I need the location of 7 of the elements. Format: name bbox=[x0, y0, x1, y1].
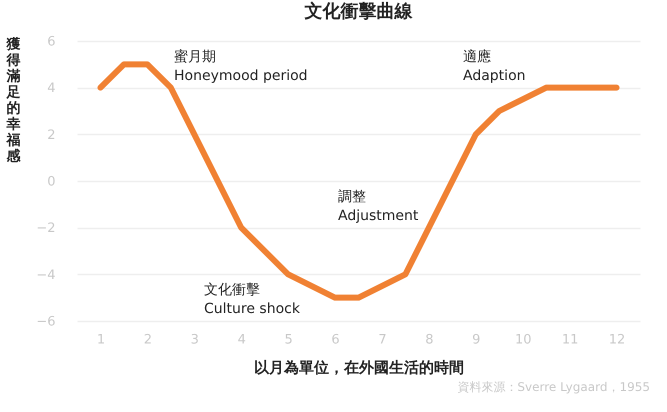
annotation: 適應 Adaption bbox=[463, 49, 526, 84]
annotation: 文化衝擊 Culture shock bbox=[204, 282, 301, 317]
x-axis-title: 以月為單位，在外國生活的時間 bbox=[254, 358, 464, 376]
annotation: 調整 Adjustment bbox=[338, 189, 419, 224]
chart-title: 文化衝擊曲線 bbox=[304, 1, 414, 22]
annotation: 蜜月期 Honeymood period bbox=[174, 49, 308, 84]
y-axis-title: 獲得滿足的幸福感 bbox=[6, 36, 22, 164]
